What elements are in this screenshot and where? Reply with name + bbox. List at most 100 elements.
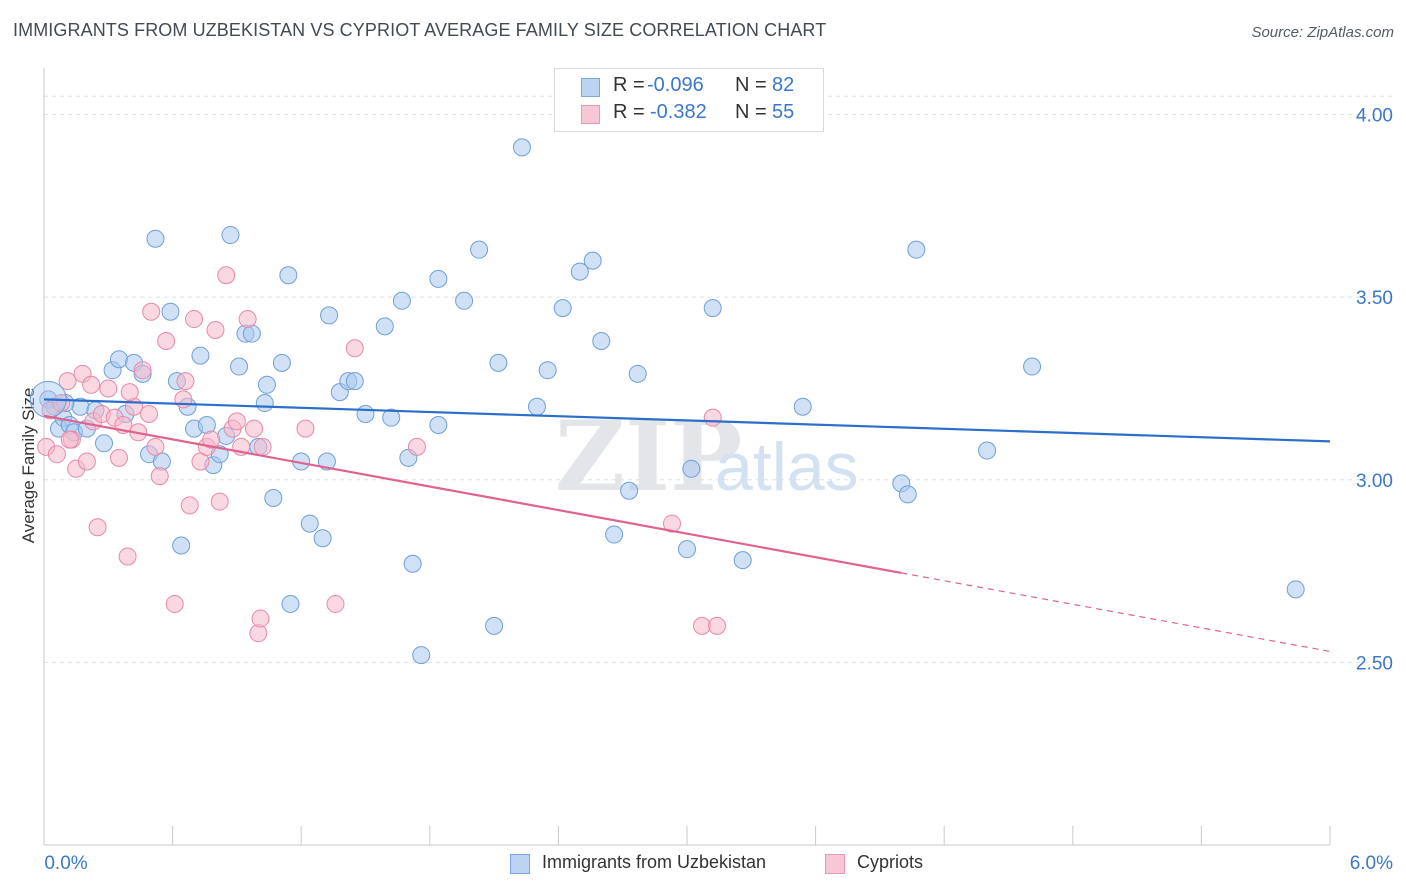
y-tick-label: 4.00 — [1356, 106, 1393, 127]
uzbekistan-point — [382, 408, 401, 427]
cypriots-point — [140, 405, 159, 424]
stats-swatch-blue — [581, 78, 600, 97]
uzbekistan-point — [429, 415, 448, 434]
cypriots-point — [82, 375, 101, 394]
uzbekistan-point — [489, 353, 508, 372]
cypriots-point — [227, 412, 246, 431]
uzbekistan-point — [110, 350, 129, 369]
n-value: 82 — [772, 74, 795, 96]
uzbekistan-point — [978, 441, 997, 460]
cypriots-trend-line-extension — [901, 572, 1331, 653]
uzbekistan-point — [512, 138, 531, 157]
uzbekistan-point — [1023, 357, 1042, 376]
cypriots-point — [146, 437, 165, 456]
cypriots-point — [210, 492, 229, 511]
cypriots-point — [407, 437, 426, 456]
uzbekistan-point — [485, 616, 504, 635]
r-label: R = — [613, 74, 645, 96]
x-tick-label-min: 0.0% — [44, 853, 87, 874]
y-tick-label: 3.00 — [1356, 471, 1393, 492]
cypriots-point — [253, 437, 272, 456]
uzbekistan-point — [281, 594, 300, 613]
cypriots-point — [180, 496, 199, 515]
legend-swatch-pink — [825, 854, 845, 874]
uzbekistan-point — [221, 226, 240, 245]
uzbekistan-point — [682, 459, 701, 478]
cypriots-point — [150, 467, 169, 486]
uzbekistan-point — [392, 291, 411, 310]
uzbekistan-point — [317, 452, 336, 471]
legend-label: Immigrants from Uzbekistan — [542, 852, 767, 872]
uzbekistan-trend-line — [43, 398, 1331, 443]
uzbekistan-point — [605, 525, 624, 544]
uzbekistan-point — [320, 306, 339, 325]
cypriots-point — [176, 372, 195, 391]
uzbekistan-point — [553, 299, 572, 318]
uzbekistan-point — [255, 394, 274, 413]
cypriots-point — [296, 419, 315, 438]
uzbekistan-point — [95, 434, 114, 453]
uzbekistan-point — [146, 229, 165, 248]
cypriots-point — [157, 331, 176, 350]
uzbekistan-point — [592, 331, 611, 350]
chart-title: IMMIGRANTS FROM UZBEKISTAN VS CYPRIOT AV… — [13, 20, 827, 40]
uzbekistan-point — [703, 299, 722, 318]
uzbekistan-point — [570, 262, 589, 281]
uzbekistan-point — [733, 551, 752, 570]
uzbekistan-point — [230, 357, 249, 376]
uzbekistan-point — [313, 529, 332, 548]
uzbekistan-point — [172, 536, 191, 555]
uzbekistan-point — [191, 346, 210, 365]
cypriots-point — [133, 361, 152, 380]
uzbekistan-point — [375, 317, 394, 336]
cypriots-point — [251, 609, 270, 628]
x-tick-label-max: 6.0% — [1350, 853, 1393, 874]
cypriots-point — [165, 594, 184, 613]
y-tick-label: 2.50 — [1356, 653, 1393, 674]
uzbekistan-point — [898, 485, 917, 504]
r-value: -0.096 — [647, 74, 704, 96]
uzbekistan-point — [628, 364, 647, 383]
cypriots-point — [708, 616, 727, 635]
cypriots-point — [693, 616, 712, 635]
stats-row-uzbekistan: R = -0.096 N = 82 — [555, 74, 823, 100]
uzbekistan-point — [678, 540, 696, 559]
uzbekistan-point — [272, 353, 291, 372]
uzbekistan-point — [264, 489, 283, 508]
cypriots-point — [88, 518, 107, 537]
uzbekistan-point — [907, 240, 926, 259]
uzbekistan-point — [257, 375, 276, 394]
uzbekistan-point — [620, 481, 639, 500]
cypriots-point — [77, 452, 96, 471]
cypriots-point — [245, 419, 264, 438]
cypriots-point — [110, 448, 129, 467]
uzbekistan-point — [345, 372, 364, 391]
r-label: R = — [613, 101, 645, 123]
cypriots-point — [185, 310, 204, 329]
uzbekistan-point — [300, 514, 319, 533]
cypriots-point — [662, 514, 681, 533]
uzbekistan-point — [538, 361, 557, 380]
n-value: 55 — [772, 101, 795, 123]
legend-swatch-blue — [510, 854, 530, 874]
cypriots-point — [345, 339, 364, 358]
uzbekistan-point — [412, 646, 431, 665]
cypriots-point — [174, 390, 193, 409]
cypriots-point — [118, 547, 137, 566]
source-label: Source: ZipAtlas.com — [1251, 24, 1394, 41]
legend-label: Cypriots — [857, 852, 924, 872]
uzbekistan-point — [455, 291, 474, 310]
uzbekistan-point — [403, 554, 422, 573]
r-value: -0.382 — [650, 101, 707, 123]
uzbekistan-point — [161, 302, 180, 321]
cypriots-point — [326, 594, 345, 613]
cypriots-point — [120, 383, 139, 402]
cypriots-point — [58, 372, 77, 391]
stats-row-cypriots: R = -0.382 N = 55 — [555, 101, 823, 127]
cypriots-point — [217, 266, 236, 285]
uzbekistan-point — [279, 266, 298, 285]
uzbekistan-point — [583, 251, 602, 270]
cypriots-point — [202, 430, 221, 449]
cypriots-point — [206, 321, 225, 340]
